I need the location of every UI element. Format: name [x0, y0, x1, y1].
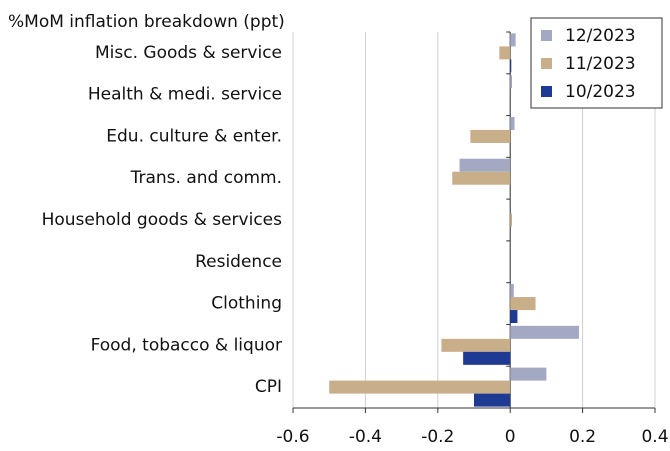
- legend-label: 10/2023: [565, 82, 636, 102]
- bar: [510, 33, 516, 47]
- y-tick-label: Household goods & services: [42, 210, 283, 230]
- bar: [510, 213, 513, 227]
- x-tick-label: 0.2: [569, 427, 596, 447]
- legend-label: 11/2023: [565, 54, 636, 74]
- y-tick-label: Clothing: [211, 294, 282, 314]
- y-tick-label: Food, tobacco & liquor: [91, 335, 282, 355]
- bar: [510, 59, 512, 73]
- bar: [329, 380, 511, 394]
- bar: [510, 367, 547, 381]
- x-tick-label: -0.6: [276, 427, 309, 447]
- legend-swatch: [541, 30, 552, 41]
- legend-box: [530, 17, 663, 109]
- y-tick-label: Edu. culture & enter.: [106, 126, 282, 146]
- x-tick-label: -0.4: [349, 427, 382, 447]
- bar: [470, 129, 511, 143]
- legend-label: 12/2023: [565, 26, 636, 46]
- bar: [463, 351, 511, 365]
- bar: [441, 338, 511, 352]
- chart-title: %MoM inflation breakdown (ppt): [8, 12, 285, 32]
- bar: [452, 171, 511, 185]
- bar: [510, 116, 515, 130]
- bar: [510, 310, 518, 324]
- bar: [510, 297, 536, 311]
- bar: [474, 393, 511, 407]
- y-tick-label: Trans. and comm.: [130, 168, 282, 188]
- x-tick-label: 0: [505, 427, 516, 447]
- bar: [459, 158, 511, 172]
- x-tick-label: -0.2: [421, 427, 454, 447]
- legend-swatch: [541, 86, 552, 97]
- y-tick-label: Residence: [195, 252, 282, 272]
- y-tick-label: Health & medi. service: [88, 85, 282, 105]
- legend-swatch: [541, 58, 552, 69]
- bar: [510, 284, 514, 298]
- y-tick-label: Misc. Goods & service: [95, 43, 282, 63]
- bar: [499, 46, 511, 60]
- x-tick-label: 0.4: [641, 427, 668, 447]
- bar: [510, 325, 579, 339]
- bar: [510, 75, 513, 89]
- y-tick-label: CPI: [255, 377, 282, 397]
